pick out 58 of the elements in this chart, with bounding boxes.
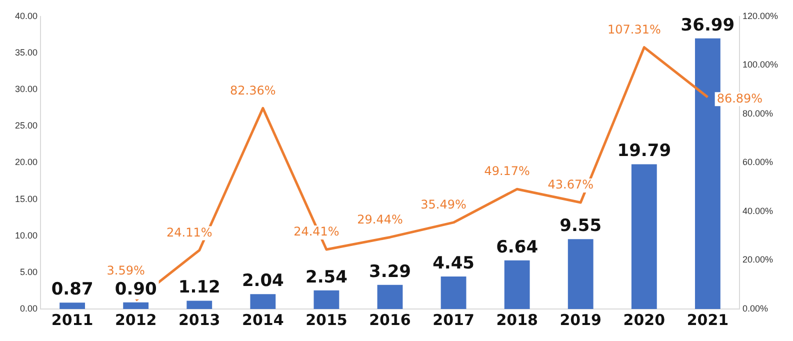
data-label: 9.55 — [560, 216, 602, 236]
y-tick-label: 15.00 — [14, 194, 38, 204]
y2-tick-label: 20.00% — [742, 254, 773, 265]
y2-tick-label: 80.00% — [742, 108, 773, 118]
bar — [186, 300, 212, 309]
data-label: 24.11% — [166, 225, 212, 240]
data-label: 3.59% — [106, 264, 145, 278]
data-label: 35.49% — [420, 198, 466, 212]
y-tick-label: 10.00 — [14, 230, 38, 240]
data-label: 0.87 — [51, 280, 94, 300]
data-label: 2.04 — [242, 271, 284, 291]
y-tick-label: 5.00 — [20, 266, 38, 277]
data-label: 29.44% — [357, 212, 403, 226]
data-label: 3.29 — [369, 262, 411, 282]
data-label: 24.41% — [294, 224, 340, 239]
data-label: 43.67% — [548, 178, 594, 192]
x-tick-label: 2018 — [496, 310, 538, 329]
data-label: 49.17% — [484, 164, 530, 178]
y-tick-label: 30.00 — [14, 84, 38, 94]
data-label: 82.36% — [230, 83, 276, 98]
x-tick-label: 2012 — [114, 310, 157, 329]
y-tick-label: 0.00 — [20, 303, 38, 314]
data-label: 19.79 — [617, 141, 672, 162]
bar — [440, 276, 466, 309]
data-label: 2.54 — [305, 267, 348, 288]
x-tick-label: 2016 — [369, 310, 411, 329]
x-tick-label: 2015 — [306, 310, 348, 329]
bar — [123, 302, 149, 309]
x-tick-label: 2020 — [623, 310, 666, 329]
bar — [250, 294, 276, 309]
data-label: 107.31% — [607, 22, 661, 36]
data-label: 36.99 — [680, 15, 735, 36]
y-tick-label: 35.00 — [14, 47, 38, 58]
y-tick-label: 40.00 — [14, 10, 38, 21]
x-tick-label: 2014 — [242, 310, 284, 329]
x-tick-label: 2017 — [432, 310, 474, 329]
data-label: 6.64 — [496, 237, 538, 258]
y2-tick-label: 60.00% — [742, 157, 773, 168]
y2-tick-label: 120.00% — [742, 10, 778, 21]
y2-tick-label: 100.00% — [742, 60, 778, 70]
bar — [60, 302, 85, 309]
x-tick-label: 2019 — [560, 310, 602, 329]
y2-tick-label: 0.00% — [742, 303, 768, 314]
bar — [314, 290, 340, 309]
y-tick-label: 25.00 — [14, 120, 38, 131]
data-label: 86.89% — [716, 91, 763, 106]
y-tick-label: 20.00 — [14, 157, 38, 168]
data-label: 4.45 — [432, 253, 475, 274]
x-tick-label: 2013 — [178, 310, 220, 329]
bar — [568, 239, 594, 309]
data-label: 1.12 — [178, 278, 220, 298]
y2-tick-label: 40.00% — [742, 206, 773, 216]
bar — [504, 260, 530, 309]
x-tick-label: 2021 — [686, 310, 729, 329]
bar — [631, 164, 657, 309]
bar — [377, 284, 403, 309]
x-tick-label: 2011 — [51, 310, 94, 329]
data-label: 0.90 — [114, 279, 157, 300]
